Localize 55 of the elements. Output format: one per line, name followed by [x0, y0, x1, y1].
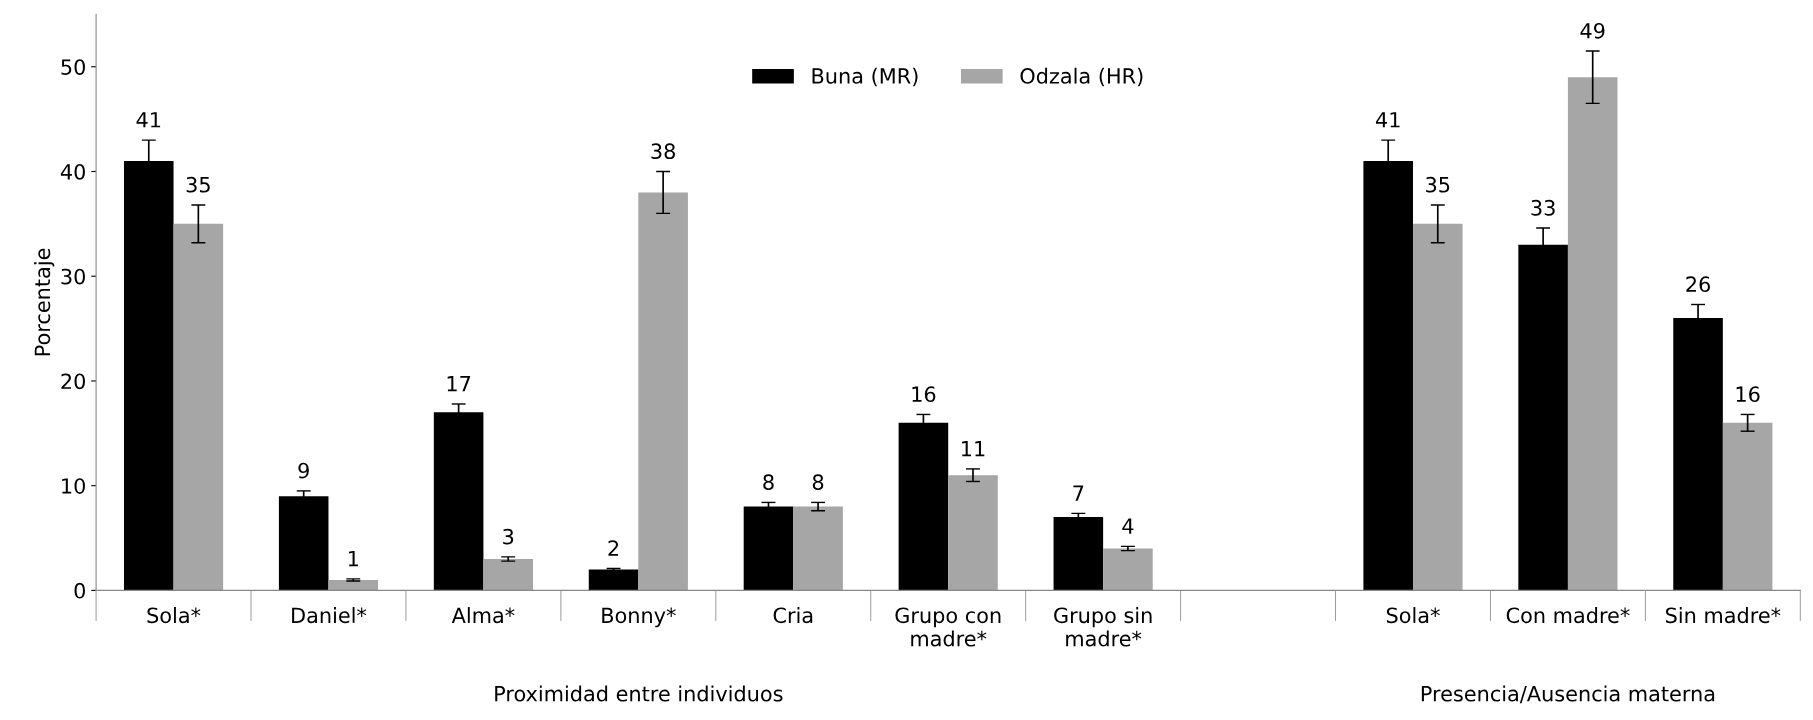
text: Presencia/Ausencia materna [1421, 685, 1715, 704]
bar [328, 579, 379, 591]
x-tick-label: Bonny* [602, 607, 676, 628]
bar [1103, 548, 1153, 591]
data-label: 16 [1736, 386, 1760, 403]
bar [483, 558, 533, 591]
y-tick-label: 0 [74, 582, 85, 599]
x-tick-label: Cria [773, 607, 813, 624]
data-label: 17 [447, 376, 471, 392]
bar [638, 192, 688, 591]
x-tick-label: Sin madre* [1665, 607, 1781, 624]
bar [588, 569, 639, 591]
y-tick-label: 50 [61, 59, 85, 75]
data-label: 3 [503, 528, 514, 545]
y-tick-label: 20 [61, 373, 85, 390]
bar [173, 223, 224, 591]
data-label: 2 [608, 540, 619, 556]
bar [793, 506, 843, 591]
bar [278, 496, 329, 591]
data-label: 7 [1073, 485, 1084, 501]
y-tick-label: 30 [61, 268, 85, 285]
text: Proximidad entre individuos [495, 685, 783, 702]
x-tick-label: Alma* [451, 607, 515, 624]
bar [743, 506, 794, 591]
x-tick-label: Grupo con madre* [895, 607, 1001, 647]
data-label: 41 [136, 112, 161, 128]
data-label: 41 [1375, 112, 1400, 128]
data-label: 35 [1426, 176, 1450, 193]
data-label: 49 [1580, 22, 1605, 39]
data-label: 11 [962, 441, 985, 457]
x-tick-label: Sola* [1386, 607, 1440, 624]
x-tick-label: Grupo sin madre* [1054, 607, 1152, 647]
data-label: 9 [298, 462, 309, 479]
bar [1567, 77, 1618, 591]
data-label: 1 [348, 550, 358, 567]
y-tick-label: 10 [62, 478, 85, 494]
data-label: 8 [812, 474, 824, 491]
data-label: 16 [912, 386, 936, 403]
data-label: 26 [1686, 276, 1710, 293]
bar [1053, 517, 1104, 591]
y-tick-label: 40 [60, 163, 85, 180]
bar [1722, 422, 1773, 591]
bar [1412, 223, 1463, 591]
data-label: 38 [651, 143, 675, 160]
x-tick-label: Daniel* [292, 607, 367, 624]
x-tick-label: Sola* [147, 607, 201, 624]
data-label: 35 [186, 176, 210, 193]
data-label: 4 [1122, 518, 1134, 534]
x-tick-label: Con madre* [1506, 607, 1630, 624]
y-axis-title: Porcentaje [34, 248, 55, 356]
data-label: 8 [763, 474, 774, 491]
bar [948, 475, 998, 591]
data-label: 33 [1531, 199, 1555, 216]
legend-label: Odzala (HR) [1020, 67, 1143, 87]
legend-label: Buna (MR) [812, 67, 918, 87]
